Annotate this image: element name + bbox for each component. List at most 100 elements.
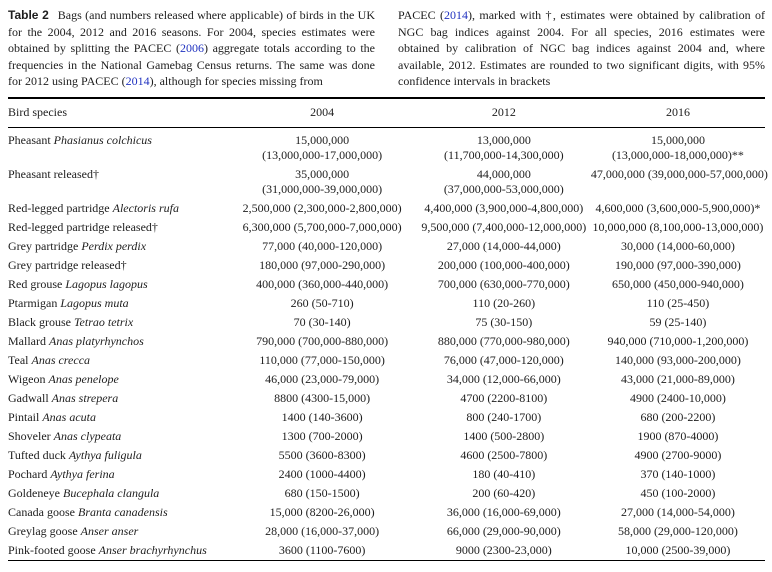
value-2012: 1400 (500-2800) (417, 427, 591, 446)
estimate-value: 1900 (870-4000) (637, 428, 719, 443)
species-scientific-name: Alectoris rufa (112, 200, 179, 215)
citation-link[interactable]: 2014 (443, 8, 468, 22)
value-2004: 3600 (1100-7600) (228, 541, 417, 561)
value-2004: 2400 (1000-4400) (228, 465, 417, 484)
value-2012: 180 (40-410) (417, 465, 591, 484)
value-2016: 43,000 (21,000-89,000) (591, 370, 765, 389)
caption-text: PACEC ( (398, 8, 444, 22)
species-cell: Pochard Aythya ferina (8, 465, 228, 484)
table-row: Grey partridge released† 180,000 (97,000-… (8, 256, 765, 275)
species-scientific-name: Anas penelope (48, 371, 119, 386)
value-2004: 2,500,000 (2,300,000-2,800,000) (228, 199, 417, 218)
value-2012: 4700 (2200-8100) (417, 389, 591, 408)
species-common-name: Pheasant released† (8, 166, 99, 181)
table-label: Table 2 (8, 8, 49, 22)
value-2016: 940,000 (710,000-1,200,000) (591, 332, 765, 351)
value-2012: 110 (20-260) (417, 294, 591, 313)
value-2004: 8800 (4300-15,000) (228, 389, 417, 408)
estimate-value: (13,000,000-18,000,000)** (611, 147, 744, 162)
table-row: Goldeneye Bucephala clangula 680 (150-150… (8, 484, 765, 503)
estimate-value: 66,000 (29,000-90,000) (446, 523, 561, 538)
species-cell: Gadwall Anas strepera (8, 389, 228, 408)
table-header: Bird species 2004 2012 2016 (8, 97, 765, 128)
value-2004: 5500 (3600-8300) (228, 446, 417, 465)
estimate-value: 8800 (4300-15,000) (274, 390, 371, 405)
estimate-value: 3600 (1100-7600) (278, 542, 366, 557)
species-cell: Shoveler Anas clypeata (8, 427, 228, 446)
estimate-value: 59 (25-140) (649, 314, 707, 329)
value-2004: 790,000 (700,000-880,000) (228, 332, 417, 351)
estimate-value: 27,000 (14,000-44,000) (446, 238, 561, 253)
value-2012: 75 (30-150) (417, 313, 591, 332)
species-cell: Teal Anas crecca (8, 351, 228, 370)
value-2016: 59 (25-140) (591, 313, 765, 332)
estimate-value: 75 (30-150) (475, 314, 533, 329)
value-2016: 4900 (2700-9000) (591, 446, 765, 465)
species-name: Gadwall Anas strepera (8, 391, 217, 406)
value-2012: 13,000,000 (11,700,000-14,300,000) (417, 127, 591, 165)
species-common-name: Ptarmigan (8, 295, 61, 310)
species-common-name: Shoveler (8, 428, 54, 443)
species-name: Ptarmigan Lagopus muta (8, 296, 217, 311)
value-2004: 28,000 (16,000-37,000) (228, 522, 417, 541)
estimate-value: 940,000 (710,000-1,200,000) (607, 333, 749, 348)
value-2016: 58,000 (29,000-120,000) (591, 522, 765, 541)
estimate-value: 700,000 (630,000-770,000) (437, 276, 570, 291)
table-row: Mallard Anas platyrhynchos 790,000 (700,0… (8, 332, 765, 351)
species-common-name: Goldeneye (8, 485, 63, 500)
value-2004: 70 (30-140) (228, 313, 417, 332)
value-2016: 680 (200-2200) (591, 408, 765, 427)
table-row: Red-legged partridge released† 6,300,000 … (8, 218, 765, 237)
value-2004: 260 (50-710) (228, 294, 417, 313)
species-common-name: Pintail (8, 409, 43, 424)
estimate-value: 1400 (140-3600) (281, 409, 363, 424)
species-name: Pink-footed goose Anser brachyrhynchus (8, 543, 217, 558)
value-2012: 700,000 (630,000-770,000) (417, 275, 591, 294)
species-name: Wigeon Anas penelope (8, 372, 217, 387)
species-cell: Red-legged partridge Alectoris rufa (8, 199, 228, 218)
estimate-value: 76,000 (47,000-120,000) (443, 352, 564, 367)
table-row: Pochard Aythya ferina 2400 (1000-4400) 180… (8, 465, 765, 484)
value-2004: 35,000,000 (31,000,000-39,000,000) (228, 165, 417, 199)
estimate-value: 10,000 (2500-39,000) (625, 542, 731, 557)
species-scientific-name: Phasianus colchicus (53, 132, 152, 147)
species-common-name: Grey partridge (8, 238, 82, 253)
header-2016: 2016 (590, 97, 765, 128)
species-name: Pheasant Phasianus colchicus (8, 133, 217, 148)
species-cell: Black grouse Tetrao tetrix (8, 313, 228, 332)
species-common-name: Red grouse (8, 276, 66, 291)
value-2012: 34,000 (12,000-66,000) (417, 370, 591, 389)
estimate-value: 190,000 (97,000-390,000) (614, 257, 741, 272)
citation-link[interactable]: 2006 (179, 41, 204, 56)
estimate-value: 200,000 (100,000-400,000) (437, 257, 570, 272)
species-scientific-name: Anser anser (80, 523, 139, 538)
citation-link[interactable]: 2014 (125, 74, 150, 89)
value-2012: 200,000 (100,000-400,000) (417, 256, 591, 275)
table-row: Gadwall Anas strepera 8800 (4300-15,000) 4… (8, 389, 765, 408)
estimate-value: 180,000 (97,000-290,000) (259, 257, 386, 272)
caption-right-text: PACEC (2014), marked with †, estimates w… (398, 8, 765, 88)
caption-left-text: Bags (and numbers released where applica… (8, 8, 375, 88)
header-row: Bird species 2004 2012 2016 (8, 97, 765, 128)
estimate-value: (31,000,000-39,000,000) (262, 181, 383, 196)
species-name: Red-legged partridge released† (8, 220, 217, 235)
estimate-value: 110 (20-260) (472, 295, 536, 310)
species-name: Pintail Anas acuta (8, 410, 217, 425)
estimate-value: 4900 (2400-10,000) (629, 390, 726, 405)
species-common-name: Pochard (8, 466, 51, 481)
species-scientific-name: Aythya fuligula (68, 447, 142, 462)
estimate-value: 1400 (500-2800) (463, 428, 545, 443)
species-cell: Pheasant Phasianus colchicus (8, 127, 228, 165)
species-cell: Greylag goose Anser anser (8, 522, 228, 541)
species-cell: Ptarmigan Lagopus muta (8, 294, 228, 313)
estimate-value: 15,000,000 (295, 132, 350, 147)
estimate-value: 880,000 (770,000-980,000) (437, 333, 570, 348)
estimate-value: 2,500,000 (2,300,000-2,800,000) (242, 200, 402, 215)
species-name: Grey partridge released† (8, 258, 217, 273)
value-2004: 15,000,000 (13,000,000-17,000,000) (228, 127, 417, 165)
caption-text: Bags (and numbers released where applica… (8, 8, 375, 56)
caption-right-column: PACEC (2014), marked with †, estimates w… (398, 7, 765, 90)
estimate-value: 110,000 (77,000-150,000) (259, 352, 385, 367)
species-scientific-name: Anas platyrhynchos (49, 333, 144, 348)
caption-left-column: Table 2 Bags (and numbers released where … (8, 7, 375, 90)
